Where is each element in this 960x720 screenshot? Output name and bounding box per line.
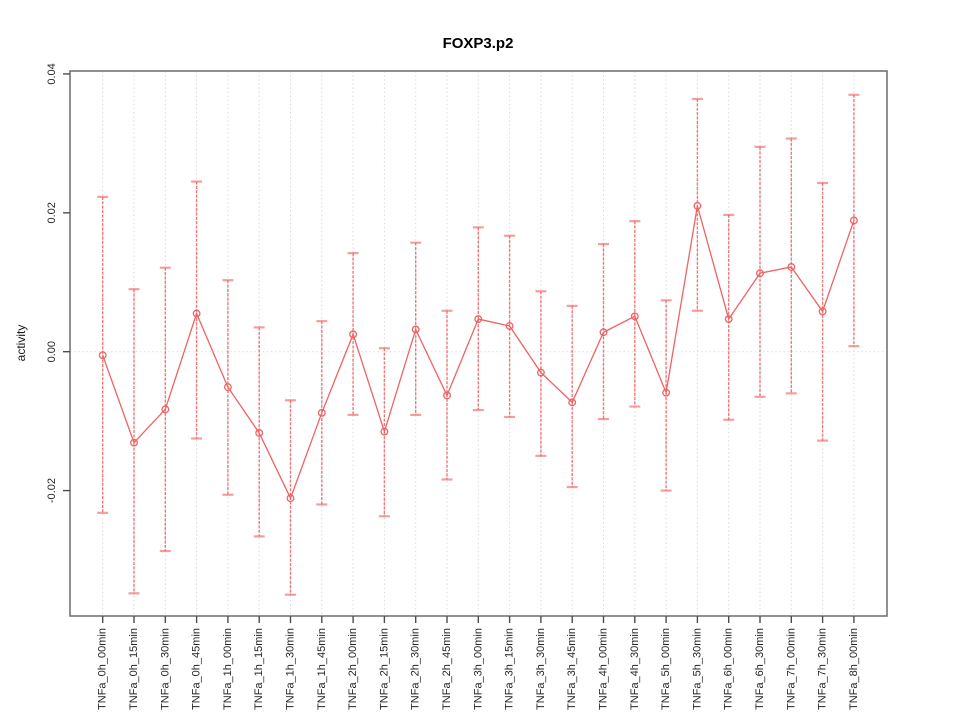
data-point [286,494,295,503]
x-tick-label: TNFa_1h_45min [316,628,328,710]
x-axis: TNFa_0h_00min TNFa_0h_15min TNFa_0h_30min T… [97,616,860,710]
error-bar [535,290,547,457]
data-point [130,438,138,447]
x-tick-label: TNFa_4h_30min [629,628,641,710]
plot-area: -0.02 0.00 0.02 0.04 TNFa_0h_00min TNFa_0h_15… [46,63,888,710]
data-point [380,427,389,436]
data-point [662,388,671,397]
x-tick-label: TNFa_3h_45min [566,628,578,710]
y-tick-label: 0.04 [46,63,58,84]
data-point [630,312,639,321]
x-tick-label: TNFa_7h_00min [785,628,797,710]
x-tick-label: TNFa_7h_30min [817,628,829,710]
data-point [411,325,420,334]
data-point [505,322,514,330]
error-bar [472,226,484,412]
y-axis-label: activity [14,325,28,362]
y-tick-label: 0.00 [46,341,58,362]
x-tick-label: TNFa_6h_30min [754,628,766,710]
data-point [849,216,858,225]
x-tick-label: TNFa_5h_00min [660,628,672,710]
data-point [317,408,326,417]
data-point [223,383,232,392]
error-bar [629,220,641,408]
data-point [536,368,545,377]
data-point [349,330,358,339]
data-point [818,307,827,316]
series-line [102,205,855,500]
x-tick-label: TNFa_1h_15min [253,628,265,710]
y-tick-label: 0.02 [46,202,58,223]
error-bar [566,304,578,489]
chart-title: FOXP3.p2 [443,35,514,52]
x-tick-label: TNFa_3h_00min [472,628,484,710]
x-tick-label: TNFa_2h_45min [441,628,453,710]
x-tick-label: TNFa_1h_00min [222,628,234,710]
data-point [724,315,733,324]
data-point [787,263,796,271]
error-bar [691,97,703,312]
data-point [599,328,608,337]
data-point [693,201,702,210]
x-tick-label: TNFa_8h_00min [848,628,860,710]
y-axis: -0.02 0.00 0.02 0.04 [46,63,70,503]
data-point [443,391,451,400]
x-tick-label: TNFa_1h_30min [285,628,297,710]
error-bar [97,195,109,514]
x-tick-label: TNFa_6h_00min [723,628,735,710]
x-tick-label: TNFa_0h_00min [97,628,109,710]
data-point [756,269,764,278]
data-point [474,315,483,324]
data-point [255,428,264,437]
error-bar [598,242,609,421]
data-point [568,398,577,407]
data-points [98,201,858,503]
x-tick-label: TNFa_2h_30min [410,628,422,710]
data-point [98,351,107,360]
x-tick-label: TNFa_4h_00min [598,628,610,710]
data-point [161,405,170,414]
x-tick-label: TNFa_0h_15min [128,628,140,710]
y-tick-label: -0.02 [46,478,58,503]
gridlines [70,71,887,616]
error-bar [754,145,766,398]
x-tick-label: TNFa_5h_30min [691,628,703,710]
x-tick-label: TNFa_3h_15min [504,628,516,710]
error-bar [785,137,797,395]
x-tick-label: TNFa_2h_15min [378,628,390,710]
error-bars [97,93,860,596]
error-bar [316,320,328,506]
error-bar [253,326,265,538]
x-tick-label: TNFa_3h_30min [535,628,547,710]
data-point [192,309,201,318]
x-tick-label: TNFa_2h_00min [347,628,359,710]
x-tick-label: TNFa_0h_45min [191,628,203,710]
x-tick-label: TNFa_0h_30min [159,628,171,710]
